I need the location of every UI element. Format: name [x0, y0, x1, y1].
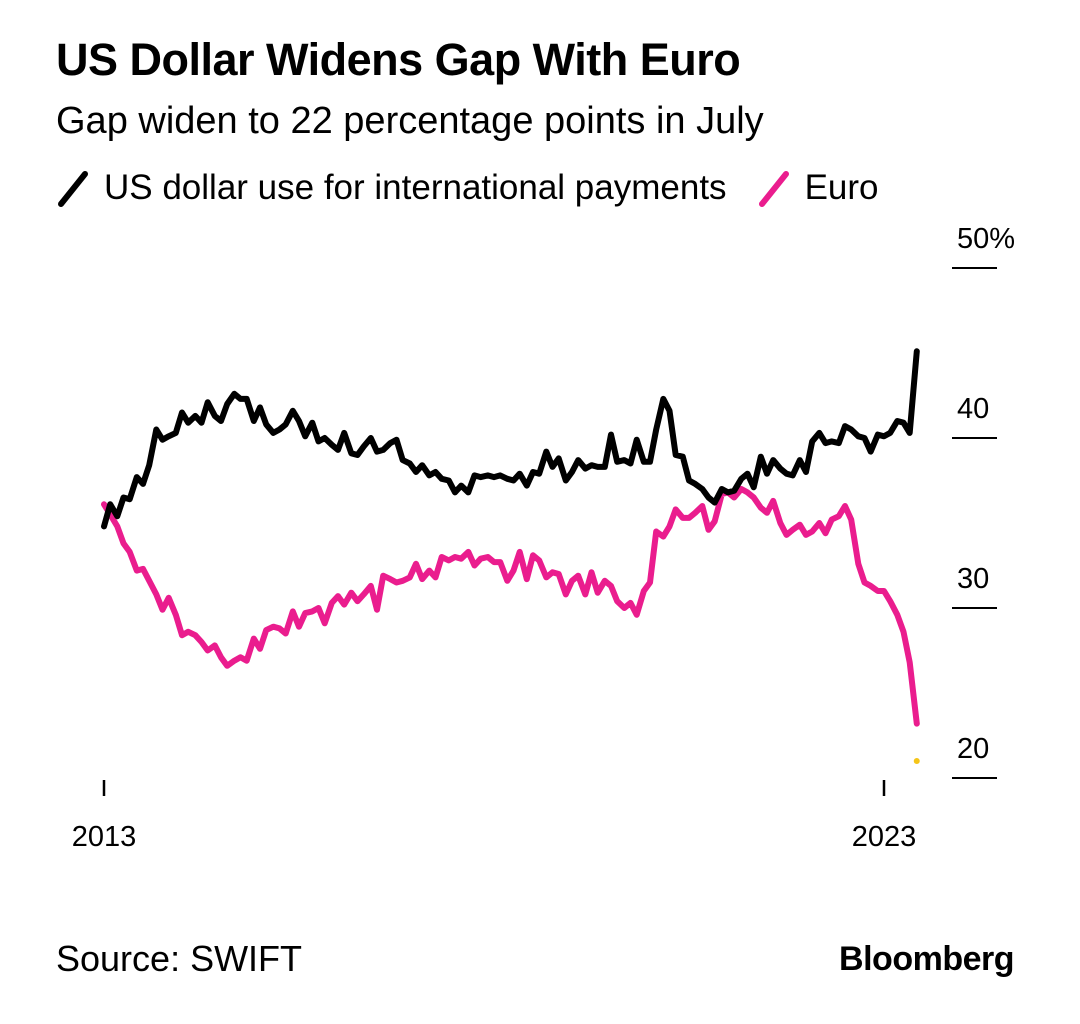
y-tick-label: 20 [957, 733, 989, 765]
series-line-euro [101, 486, 920, 727]
y-tick-label: 50% [957, 223, 1015, 255]
bloomberg-logo: Bloomberg [839, 940, 1014, 978]
chart-title: US Dollar Widens Gap With Euro [56, 34, 741, 85]
legend: US dollar use for international payments… [56, 166, 909, 210]
legend-item-usd: US dollar use for international payments [56, 166, 727, 210]
y-tick-label: 30 [957, 563, 989, 595]
x-tick-label: 2023 [852, 821, 917, 853]
x-tick-label: 2013 [72, 821, 137, 853]
legend-swatch-euro [758, 171, 789, 207]
chart-subtitle: Gap widen to 22 percentage points in Jul… [56, 100, 764, 142]
legend-label-usd: US dollar use for international payments [104, 168, 727, 207]
legend-swatch-usd [58, 171, 88, 207]
source-note: Source: SWIFT [56, 938, 303, 979]
series-line-usd [101, 348, 920, 530]
highlight-dot [913, 758, 920, 764]
legend-label-euro: Euro [804, 168, 879, 207]
y-tick-label: 40 [957, 393, 989, 425]
legend-item-euro: Euro [757, 166, 879, 210]
